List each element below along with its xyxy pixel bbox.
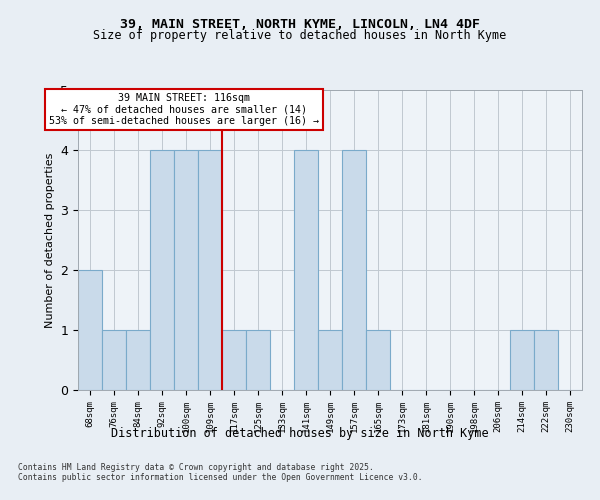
- Text: Distribution of detached houses by size in North Kyme: Distribution of detached houses by size …: [111, 428, 489, 440]
- Text: Contains public sector information licensed under the Open Government Licence v3: Contains public sector information licen…: [18, 474, 422, 482]
- Bar: [294, 150, 318, 390]
- Bar: [126, 330, 150, 390]
- Bar: [366, 330, 390, 390]
- Bar: [510, 330, 534, 390]
- Bar: [102, 330, 126, 390]
- Bar: [318, 330, 342, 390]
- Text: Size of property relative to detached houses in North Kyme: Size of property relative to detached ho…: [94, 29, 506, 42]
- Text: 39 MAIN STREET: 116sqm
← 47% of detached houses are smaller (14)
53% of semi-det: 39 MAIN STREET: 116sqm ← 47% of detached…: [49, 93, 319, 126]
- Bar: [150, 150, 174, 390]
- Bar: [246, 330, 270, 390]
- Bar: [222, 330, 246, 390]
- Bar: [534, 330, 558, 390]
- Bar: [342, 150, 366, 390]
- Bar: [174, 150, 198, 390]
- Bar: [78, 270, 102, 390]
- Text: 39, MAIN STREET, NORTH KYME, LINCOLN, LN4 4DF: 39, MAIN STREET, NORTH KYME, LINCOLN, LN…: [120, 18, 480, 30]
- Y-axis label: Number of detached properties: Number of detached properties: [45, 152, 55, 328]
- Text: Contains HM Land Registry data © Crown copyright and database right 2025.: Contains HM Land Registry data © Crown c…: [18, 464, 374, 472]
- Bar: [198, 150, 222, 390]
